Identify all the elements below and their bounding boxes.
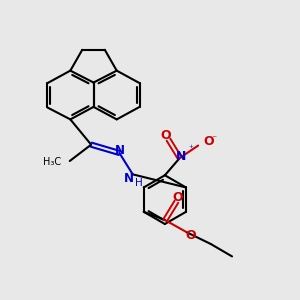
- Text: O: O: [172, 191, 183, 204]
- Text: ⁺: ⁺: [188, 144, 193, 153]
- Text: N: N: [115, 144, 125, 158]
- Text: N: N: [124, 172, 134, 185]
- Text: N: N: [176, 150, 186, 163]
- Text: ⁻: ⁻: [211, 134, 216, 144]
- Text: O: O: [203, 136, 214, 148]
- Text: H₃C: H₃C: [43, 158, 62, 167]
- Text: O: O: [161, 129, 171, 142]
- Text: H: H: [135, 178, 143, 188]
- Text: O: O: [185, 229, 196, 242]
